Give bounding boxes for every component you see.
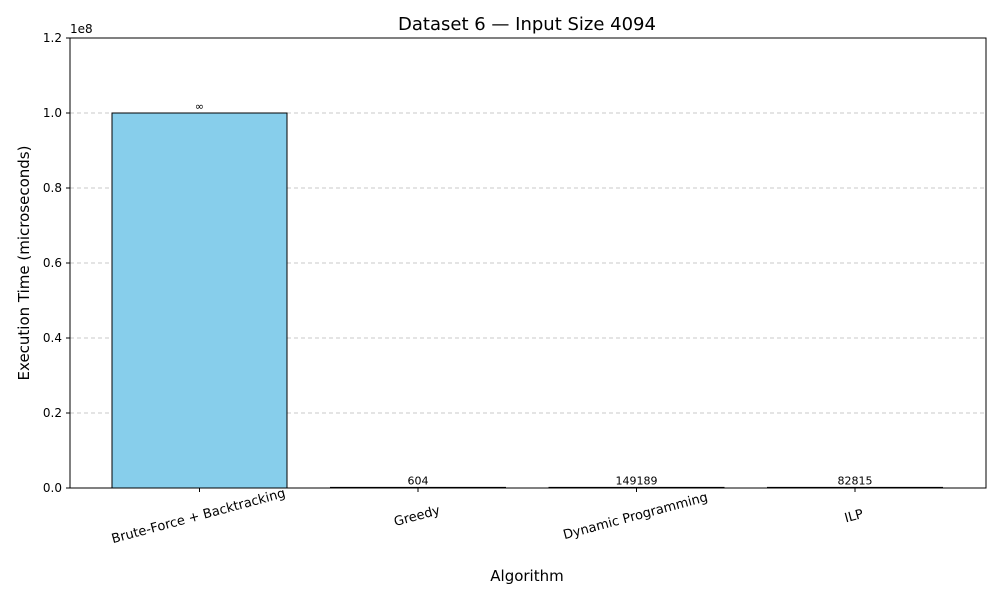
y-axis-title: Execution Time (microseconds) xyxy=(15,146,33,381)
grid-lines xyxy=(70,112,986,414)
x-tick-label: Brute-Force + Backtracking xyxy=(110,486,287,547)
x-axis-ticks: Brute-Force + Backtracking Greedy Dynamic … xyxy=(110,486,865,547)
x-tick-label: ILP xyxy=(843,507,865,526)
y-tick-label: 0.4 xyxy=(43,331,62,345)
y-tick-label: 0.6 xyxy=(43,256,62,270)
y-tick-label: 0.2 xyxy=(43,406,62,420)
x-tick-label: Greedy xyxy=(392,503,442,530)
data-label: 149189 xyxy=(616,474,658,487)
x-axis-title: Algorithm xyxy=(490,567,563,585)
y-axis-ticks: 0.0 0.2 0.4 0.6 0.8 1.0 1.2 xyxy=(43,31,70,495)
chart-title: Dataset 6 — Input Size 4094 xyxy=(398,14,656,35)
data-labels: ∞ 604 149189 82815 xyxy=(195,100,873,487)
data-label: ∞ xyxy=(195,100,204,113)
data-label: 604 xyxy=(408,474,429,487)
y-tick-label: 1.2 xyxy=(43,31,62,45)
data-label: 82815 xyxy=(838,474,873,487)
y-tick-label: 1.0 xyxy=(43,106,62,120)
y-tick-label: 0.8 xyxy=(43,181,62,195)
y-tick-label: 0.0 xyxy=(43,481,62,495)
bar xyxy=(111,112,288,489)
x-tick-label: Dynamic Programming xyxy=(562,490,710,543)
y-offset-label: 1e8 xyxy=(70,22,93,36)
bars xyxy=(111,112,943,489)
